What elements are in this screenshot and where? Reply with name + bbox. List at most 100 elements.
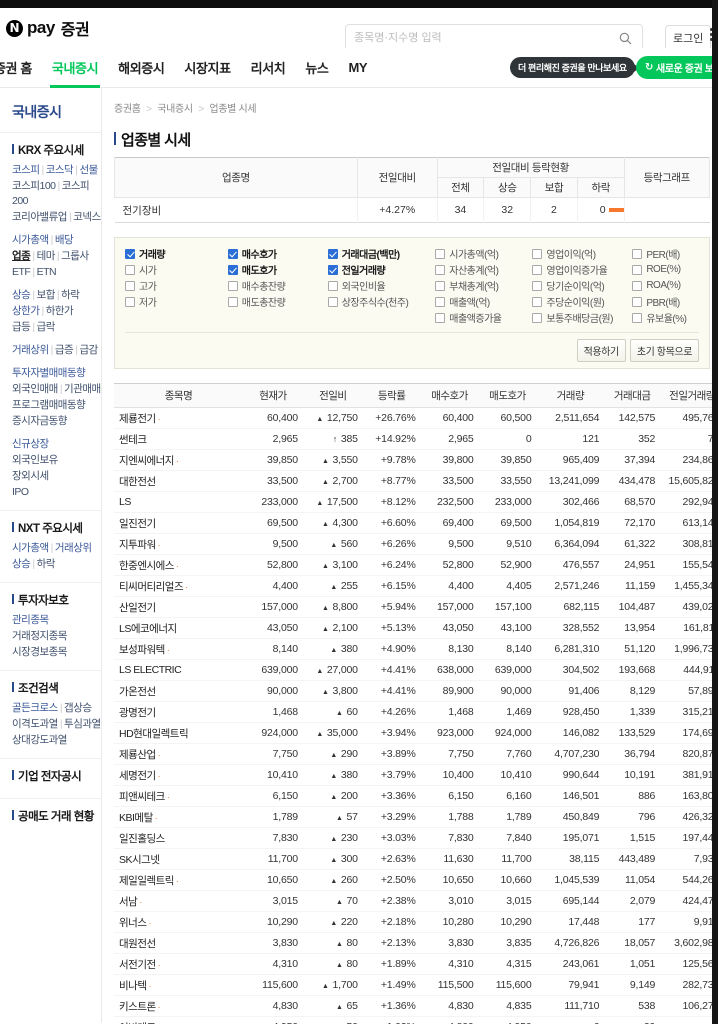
- sidebar-item-상승[interactable]: 상승: [12, 289, 31, 301]
- sidebar-item-IPO[interactable]: IPO: [12, 486, 29, 498]
- sidebar-item-장외시세[interactable]: 장외시세: [12, 470, 49, 482]
- checkbox-시가[interactable]: [125, 264, 135, 275]
- apply-button[interactable]: 적용하기: [576, 339, 626, 362]
- table-row[interactable]: 티씨머티리얼즈 · 4,400 ▲ 255 +6.15% 4,400 4,405 2,571,…: [114, 575, 718, 597]
- sidebar-section-heading[interactable]: 투자자보호: [12, 592, 101, 608]
- nav-item-research[interactable]: 리서치: [250, 61, 286, 76]
- filter-item[interactable]: 매수호가: [227, 246, 324, 261]
- table-row[interactable]: HD현대일렉트릭 924,000 ▲ 35,000 +3.94% 923,000 924,…: [114, 722, 718, 744]
- checkbox-PBR(배)[interactable]: [632, 296, 643, 307]
- table-row[interactable]: 비나텍 · 115,600 ▲ 1,700 +1.49% 115,500 115,600 79…: [114, 974, 718, 996]
- th-stock-name[interactable]: 종목명: [114, 383, 244, 408]
- breadcrumb-item-0[interactable]: 증권홈: [114, 104, 141, 115]
- filter-item[interactable]: 당기순이익(억): [532, 278, 628, 293]
- sidebar-item-코넥스[interactable]: 코넥스: [73, 211, 101, 223]
- table-row[interactable]: 지투파워 · 9,500 ▲ 560 +6.26% 9,500 9,510 6,364,094…: [114, 533, 718, 555]
- cell-stock-name[interactable]: 세명전기 ·: [114, 764, 244, 786]
- cell-stock-name[interactable]: LS에코에너지: [114, 617, 244, 639]
- filter-item[interactable]: 부채총계(억): [435, 278, 528, 293]
- cell-stock-name[interactable]: 위너스 ·: [114, 911, 244, 933]
- cell-stock-name[interactable]: 지엔씨에너지 ·: [114, 449, 244, 471]
- sidebar-item-급증[interactable]: 급증: [54, 344, 74, 356]
- cell-stock-name[interactable]: 키스트론 ·: [114, 995, 244, 1017]
- checkbox-영업이익증가율[interactable]: [532, 264, 543, 275]
- summary-industry-name[interactable]: 전기장비: [122, 204, 162, 217]
- sidebar-section-heading[interactable]: KRX 주요시세: [12, 142, 101, 158]
- sidebar-item-급감[interactable]: 급감: [79, 344, 98, 356]
- filter-item[interactable]: PER(배): [632, 246, 695, 261]
- cell-stock-name[interactable]: 한중엔시에스 ·: [114, 554, 244, 576]
- table-row[interactable]: 서전기전 · 4,310 ▲ 80 +1.89% 4,310 4,315 243,061 1,0…: [114, 953, 718, 975]
- sidebar-item-외국인매매[interactable]: 외국인매매: [12, 383, 58, 395]
- filter-item[interactable]: 매출액(억): [435, 294, 528, 309]
- sidebar-section-heading[interactable]: NXT 주요시세: [12, 520, 101, 536]
- th-bid-price[interactable]: 매수호가: [420, 383, 479, 408]
- table-row[interactable]: 산일전기 157,000 ▲ 8,800 +5.94% 157,000 157,100 68…: [114, 596, 718, 618]
- table-row[interactable]: 가온전선 90,000 ▲ 3,800 +4.41% 89,900 90,000 91,40…: [114, 680, 718, 702]
- sidebar-section-heading[interactable]: 기업 전자공시: [12, 768, 101, 784]
- sidebar-item-급락[interactable]: 급락: [36, 321, 56, 333]
- sidebar-item-그룹사[interactable]: 그룹사: [61, 250, 89, 262]
- table-row[interactable]: 제일일렉트릭 · 10,650 ▲ 260 +2.50% 10,650 10,660 1,04…: [114, 869, 718, 891]
- checkbox-시가총액(억)[interactable]: [435, 248, 446, 259]
- cell-stock-name[interactable]: 썬테크: [114, 428, 244, 450]
- nav-item-market-index[interactable]: 시장지표: [184, 61, 231, 76]
- checkbox-유보율(%)[interactable]: [632, 312, 643, 323]
- filter-item[interactable]: 매도총잔량: [227, 294, 324, 309]
- nav-item-overseas[interactable]: 해외증시: [118, 61, 165, 76]
- cell-stock-name[interactable]: 티씨머티리얼즈 ·: [114, 575, 244, 597]
- cell-stock-name[interactable]: 제룡산업 ·: [114, 743, 244, 765]
- kebab-menu-icon[interactable]: [710, 28, 714, 43]
- new-securities-button[interactable]: ↻ 새로운 증권 보: [636, 56, 718, 79]
- checkbox-PER(배)[interactable]: [632, 248, 643, 259]
- checkbox-매도총잔량[interactable]: [227, 296, 238, 307]
- nav-item-domestic[interactable]: 국내증시: [42, 48, 108, 88]
- sidebar-item-투자자별매매동향[interactable]: 투자자별매매동향: [12, 367, 86, 379]
- cell-stock-name[interactable]: 광명전기: [114, 701, 244, 723]
- cell-stock-name[interactable]: 제일일렉트릭 ·: [114, 869, 244, 891]
- filter-item[interactable]: 자산총계(억): [435, 262, 528, 277]
- sidebar-section-heading[interactable]: 공매도 거래 현황: [12, 808, 101, 824]
- sidebar-item-상대강도과열[interactable]: 상대강도과열: [12, 734, 67, 746]
- sidebar-item-테마[interactable]: 테마: [36, 250, 56, 262]
- table-row[interactable]: 제룡산업 · 7,750 ▲ 290 +3.89% 7,750 7,760 4,707,230…: [114, 743, 718, 765]
- table-row[interactable]: SK시그넷 11,700 ▲ 300 +2.63% 11,630 11,700 38,115…: [114, 848, 718, 870]
- table-row[interactable]: 한중엔시에스 · 52,800 ▲ 3,100 +6.24% 52,800 52,900 47…: [114, 554, 718, 576]
- table-row[interactable]: 피앤씨테크 · 6,150 ▲ 200 +3.36% 6,150 6,160 146,501 8…: [114, 785, 718, 807]
- search-input[interactable]: [346, 32, 614, 44]
- cell-stock-name[interactable]: 서남 ·: [114, 890, 244, 912]
- filter-item[interactable]: 유보율(%): [632, 310, 695, 325]
- cell-stock-name[interactable]: 피앤씨테크 ·: [114, 785, 244, 807]
- filter-item[interactable]: 고가: [125, 278, 224, 293]
- cell-stock-name[interactable]: 제룡전기 ·: [114, 407, 244, 429]
- cell-stock-name[interactable]: LS: [114, 491, 244, 513]
- sidebar-item-시가총액[interactable]: 시가총액: [12, 542, 49, 554]
- sidebar-item-코스닥[interactable]: 코스닥: [45, 164, 74, 176]
- table-row[interactable]: 보성파워텍 · 8,140 ▲ 380 +4.90% 8,130 8,140 6,281,31…: [114, 638, 718, 660]
- table-row[interactable]: 일진홀딩스 7,830 ▲ 230 +3.03% 7,830 7,840 195,071 1,…: [114, 827, 718, 849]
- sidebar-item-갭상승[interactable]: 갭상승: [64, 702, 92, 714]
- cell-stock-name[interactable]: 일진전기: [114, 512, 244, 534]
- filter-item[interactable]: 거래대금(백만): [327, 246, 432, 261]
- sidebar-item-골든크로스[interactable]: 골든크로스: [12, 702, 58, 714]
- table-row[interactable]: 제룡전기 · 60,400 ▲ 12,750 +26.76% 60,400 60,500 2,…: [114, 407, 718, 429]
- filter-item[interactable]: 전일거래량: [327, 262, 432, 277]
- th-ask-price[interactable]: 매도호가: [478, 383, 537, 408]
- nav-item-news[interactable]: 뉴스: [305, 61, 329, 76]
- filter-item[interactable]: 외국인비율: [327, 278, 432, 293]
- sidebar-item-관리종목[interactable]: 관리종목: [12, 614, 49, 626]
- checkbox-ROA(%)[interactable]: [632, 280, 643, 291]
- sidebar-item-배당[interactable]: 배당: [54, 234, 74, 246]
- cell-stock-name[interactable]: SK시그넷: [114, 848, 244, 870]
- table-row[interactable]: KBI메탈 · 1,789 ▲ 57 +3.29% 1,788 1,789 450,849 79…: [114, 806, 718, 828]
- brand-logo[interactable]: N pay 증권: [6, 16, 90, 40]
- login-button[interactable]: 로그인: [665, 25, 712, 51]
- table-row[interactable]: 대한전선 33,500 ▲ 2,700 +8.77% 33,500 33,550 13,24…: [114, 470, 718, 492]
- sidebar-item-하락[interactable]: 하락: [61, 289, 80, 301]
- checkbox-상장주식수(천주)[interactable]: [327, 296, 338, 307]
- sidebar-item-이격도과열[interactable]: 이격도과열: [12, 718, 58, 730]
- sidebar-item-업종[interactable]: 업종: [12, 250, 31, 262]
- sidebar-section-heading[interactable]: 조건검색: [12, 680, 101, 696]
- sidebar-item-급등[interactable]: 급등: [12, 321, 31, 333]
